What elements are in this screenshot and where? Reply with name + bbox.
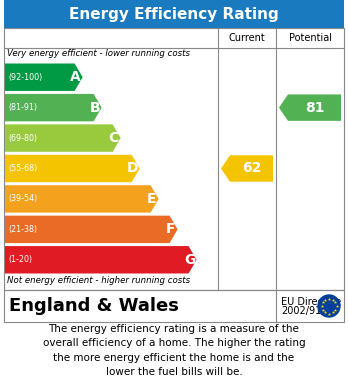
Text: D: D [127, 161, 139, 176]
Text: G: G [184, 253, 195, 267]
Text: (39-54): (39-54) [8, 194, 37, 203]
Polygon shape [5, 63, 82, 91]
Text: (92-100): (92-100) [8, 73, 42, 82]
Text: F: F [166, 222, 175, 236]
Polygon shape [5, 216, 177, 243]
Polygon shape [279, 95, 341, 121]
Text: (21-38): (21-38) [8, 225, 37, 234]
Text: Not energy efficient - higher running costs: Not energy efficient - higher running co… [7, 276, 190, 285]
Text: B: B [89, 100, 100, 115]
Text: Energy Efficiency Rating: Energy Efficiency Rating [69, 7, 279, 22]
Text: England & Wales: England & Wales [9, 297, 179, 315]
Text: Current: Current [229, 33, 266, 43]
Bar [4, 0, 344, 28]
Text: 62: 62 [242, 161, 261, 176]
Text: 2002/91/EC: 2002/91/EC [281, 306, 337, 316]
Bar [4, 290, 344, 322]
Text: Very energy efficient - lower running costs: Very energy efficient - lower running co… [7, 49, 190, 58]
Text: A: A [70, 70, 81, 84]
Circle shape [318, 295, 340, 317]
Text: (55-68): (55-68) [8, 164, 37, 173]
Text: 81: 81 [305, 100, 324, 115]
Polygon shape [5, 185, 159, 213]
Text: The energy efficiency rating is a measure of the
overall efficiency of a home. T: The energy efficiency rating is a measur… [43, 324, 305, 377]
Text: (81-91): (81-91) [8, 103, 37, 112]
Text: Potential: Potential [288, 33, 332, 43]
Polygon shape [221, 155, 273, 182]
Polygon shape [5, 155, 140, 182]
Bar [4, 28, 344, 290]
Polygon shape [5, 124, 121, 152]
Polygon shape [5, 94, 102, 121]
Text: (1-20): (1-20) [8, 255, 32, 264]
Polygon shape [5, 246, 197, 273]
Text: E: E [147, 192, 156, 206]
Text: EU Directive: EU Directive [281, 297, 341, 307]
Text: C: C [109, 131, 119, 145]
Text: (69-80): (69-80) [8, 134, 37, 143]
